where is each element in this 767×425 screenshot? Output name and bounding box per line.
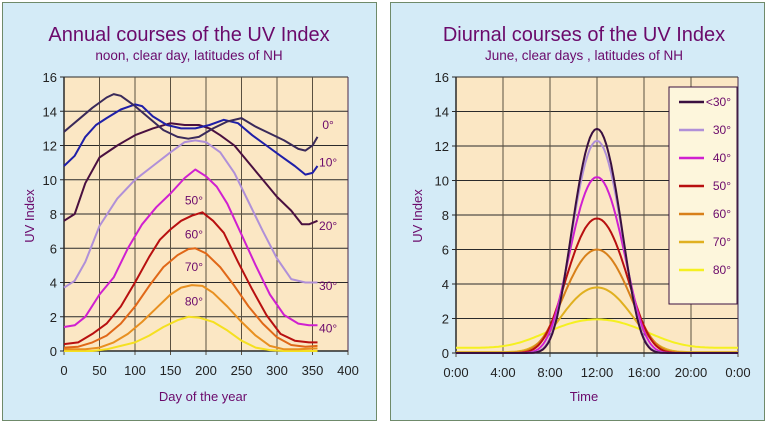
- x-tick-label: 50: [92, 363, 106, 378]
- legend-label: 40°: [713, 151, 731, 165]
- diurnal-chart: Diurnal courses of the UV Index June, cl…: [410, 24, 751, 404]
- y-tick-label: 2: [442, 312, 449, 327]
- series-label: 30°: [319, 279, 337, 293]
- series-line-10deg: [63, 103, 319, 176]
- y-tick-label: 6: [50, 241, 57, 256]
- y-tick-label: 8: [442, 208, 449, 223]
- series-line-0deg: [63, 93, 319, 152]
- series-label: 40°: [319, 322, 337, 336]
- series-line-lt30deg: [456, 127, 738, 354]
- y-tick-label: 4: [442, 277, 449, 292]
- y-tick-label: 12: [435, 139, 449, 154]
- y-axis-label: UV Index: [410, 189, 425, 243]
- legend-label: 70°: [713, 235, 731, 249]
- x-tick-label: 4:00: [490, 365, 515, 380]
- x-tick-label: 150: [160, 363, 182, 378]
- x-axis-label: Time: [570, 389, 598, 404]
- x-tick-label: 16:00: [628, 365, 661, 380]
- series-label: 80°: [185, 294, 203, 308]
- x-tick-label: 0:00: [725, 365, 750, 380]
- series-label: 50°: [185, 193, 203, 207]
- legend-label: 50°: [713, 179, 731, 193]
- x-axis-label: Day of the year: [159, 389, 248, 404]
- x-tick-label: 350: [302, 363, 324, 378]
- series-line-60deg: [63, 247, 318, 349]
- series-line-80deg: [64, 315, 318, 352]
- series-line-40deg: [63, 168, 318, 328]
- series-label: 0°: [322, 118, 334, 132]
- x-tick-label: 100: [124, 363, 146, 378]
- series-label: 70°: [185, 260, 203, 274]
- legend-label: 60°: [713, 207, 731, 221]
- series-label: 10°: [319, 156, 337, 170]
- series-line-80deg: [456, 318, 738, 349]
- diurnal-chart-panel: Diurnal courses of the UV Index June, cl…: [390, 2, 765, 421]
- y-tick-label: 4: [50, 276, 57, 291]
- x-tick-label: 300: [266, 363, 288, 378]
- series-label: 20°: [319, 219, 337, 233]
- y-tick-label: 12: [43, 139, 57, 154]
- y-tick-label: 0: [50, 344, 57, 359]
- y-tick-label: 8: [50, 207, 57, 222]
- legend-label: 30°: [713, 123, 731, 137]
- y-tick-label: 2: [50, 310, 57, 325]
- chart-title: Annual courses of the UV Index: [48, 24, 329, 46]
- y-tick-label: 14: [435, 105, 449, 120]
- legend-box: [668, 86, 738, 305]
- chart-subtitle: June, clear days , latitudes of NH: [485, 48, 683, 63]
- x-tick-label: 400: [337, 363, 359, 378]
- series-label: 60°: [185, 228, 203, 242]
- y-tick-label: 16: [43, 70, 57, 85]
- x-tick-label: 0:00: [443, 365, 468, 380]
- legend-label: <30°: [706, 95, 731, 109]
- x-tick-label: 12:00: [581, 365, 614, 380]
- x-tick-label: 200: [195, 363, 217, 378]
- chart-subtitle: noon, clear day, latitudes of NH: [95, 48, 282, 63]
- x-tick-label: 250: [231, 363, 253, 378]
- y-axis-label: UV Index: [22, 189, 37, 243]
- x-tick-label: 0: [60, 363, 67, 378]
- annual-chart-panel: Annual courses of the UV Index noon, cle…: [2, 2, 377, 421]
- series-line-70deg: [64, 284, 318, 351]
- series-line-30deg: [63, 139, 318, 289]
- y-tick-label: 0: [442, 346, 449, 361]
- legend: <30° 30° 40° 50° 60° 70° 80°: [668, 86, 738, 305]
- x-tick-label: 20:00: [675, 365, 708, 380]
- y-tick-label: 14: [43, 104, 57, 119]
- x-tick-label: 8:00: [537, 365, 562, 380]
- y-tick-label: 16: [435, 70, 449, 85]
- legend-label: 80°: [713, 263, 731, 277]
- y-tick-label: 10: [435, 174, 449, 189]
- chart-title: Diurnal courses of the UV Index: [443, 24, 725, 46]
- y-tick-label: 10: [43, 173, 57, 188]
- series-line-50deg: [63, 211, 318, 346]
- annual-chart: Annual courses of the UV Index noon, cle…: [22, 24, 359, 404]
- y-tick-label: 6: [442, 243, 449, 258]
